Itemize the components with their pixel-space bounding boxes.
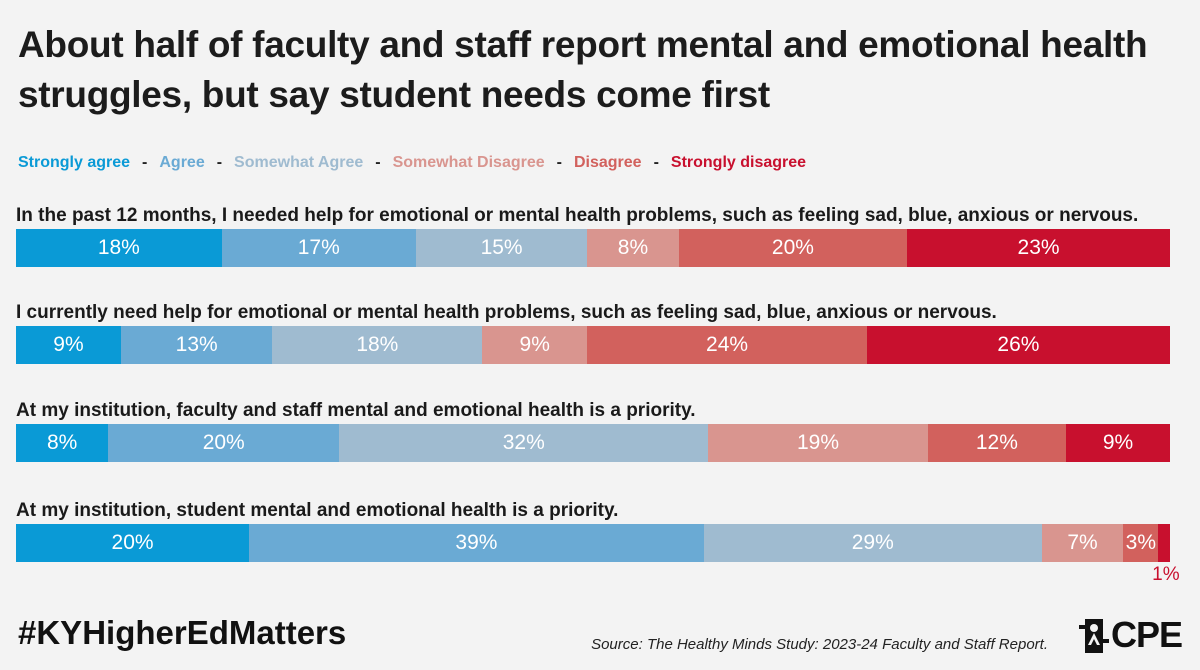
data-label: 18% xyxy=(97,236,140,259)
data-label: 18% xyxy=(356,333,399,356)
legend-item: Somewhat Agree xyxy=(234,154,364,171)
hashtag: #KYHigherEdMatters xyxy=(18,614,347,651)
legend-separator: - xyxy=(142,154,148,171)
legend: Strongly agree - Agree - Somewhat Agree - Some… xyxy=(18,154,806,172)
data-label: 20% xyxy=(111,531,154,554)
bar-segment: 29% xyxy=(703,524,1042,562)
bar-segment: 13% xyxy=(120,326,273,364)
data-label: 20% xyxy=(771,236,814,259)
legend-item: Agree xyxy=(159,154,205,171)
data-label: 26% xyxy=(997,333,1040,356)
bar-segment: 26% xyxy=(866,326,1170,364)
data-label: 13% xyxy=(175,333,218,356)
question-label: At my institution, student mental and em… xyxy=(16,500,619,521)
bar-segment: 20% xyxy=(16,524,250,562)
data-label: 12% xyxy=(975,431,1018,454)
chart-title: About half of faculty and staff report m… xyxy=(18,24,1148,115)
legend-separator: - xyxy=(556,154,562,171)
bar-segment: 8% xyxy=(587,229,679,267)
bar-segment: 9% xyxy=(16,326,121,364)
question-label: I currently need help for emotional or m… xyxy=(16,302,997,323)
logo-text: CPE xyxy=(1110,614,1183,655)
legend-item: Somewhat Disagree xyxy=(392,154,545,171)
stacked-bar: 18% 17% 15% 8% 20% 23% xyxy=(16,229,1170,267)
bar-segment: 19% xyxy=(708,424,928,462)
legend-item: Disagree xyxy=(573,154,642,171)
bar-segment xyxy=(1158,524,1170,562)
data-label: 17% xyxy=(297,236,340,259)
kentucky-figure-icon xyxy=(1078,619,1109,653)
bar-segment: 32% xyxy=(339,424,709,462)
bar-segment: 24% xyxy=(587,326,867,364)
bar-segment: 18% xyxy=(272,326,483,364)
stacked-bar: 20% 39% 29% 7% 3% xyxy=(16,524,1170,562)
bar-segment: 15% xyxy=(415,229,588,267)
legend-item: Strongly agree xyxy=(18,154,131,171)
bar-segment: 7% xyxy=(1041,524,1124,562)
stacked-bar: 9% 13% 18% 9% 24% 26% xyxy=(16,326,1170,364)
data-label: 39% xyxy=(455,531,498,554)
data-label: 15% xyxy=(480,236,523,259)
bar-segment: 9% xyxy=(482,326,588,364)
bar-segment: 20% xyxy=(108,424,340,462)
data-label: 32% xyxy=(502,431,545,454)
data-label: 1% xyxy=(1152,564,1180,585)
bar-segment: 20% xyxy=(678,229,908,267)
bar-segment: 12% xyxy=(927,424,1067,462)
bar-segment: 23% xyxy=(907,229,1170,267)
legend-separator: - xyxy=(216,154,223,171)
data-label: 8% xyxy=(617,236,649,259)
legend-item: Strongly disagree xyxy=(670,154,807,171)
data-label: 8% xyxy=(46,431,78,454)
stacked-bar: 8% 20% 32% 19% 12% 9% xyxy=(16,424,1170,462)
question-label: In the past 12 months, I needed help for… xyxy=(16,205,1139,226)
source-note: Source: The Healthy Minds Study: 2023-24… xyxy=(591,636,1048,653)
bar-segment: 39% xyxy=(249,524,704,562)
data-label: 20% xyxy=(202,431,245,454)
bar-segment: 8% xyxy=(16,424,109,462)
bar-segment: 9% xyxy=(1066,424,1170,462)
data-label: 9% xyxy=(1102,431,1134,454)
cpe-logo: CPE xyxy=(1078,614,1183,656)
data-label: 24% xyxy=(706,333,749,356)
bar-segment: 17% xyxy=(221,229,416,267)
data-label: 9% xyxy=(519,333,550,356)
legend-separator: - xyxy=(653,154,659,171)
data-label: 19% xyxy=(796,431,840,454)
question-label: At my institution, faculty and staff men… xyxy=(16,400,696,421)
data-label: 3% xyxy=(1125,531,1156,554)
data-label: 29% xyxy=(851,531,894,554)
data-label: 9% xyxy=(53,333,84,356)
bar-segment: 18% xyxy=(16,229,222,267)
legend-separator: - xyxy=(375,154,381,171)
bar-segment: 3% xyxy=(1123,524,1159,562)
data-label: 7% xyxy=(1067,531,1098,554)
data-label: 23% xyxy=(1017,236,1060,259)
